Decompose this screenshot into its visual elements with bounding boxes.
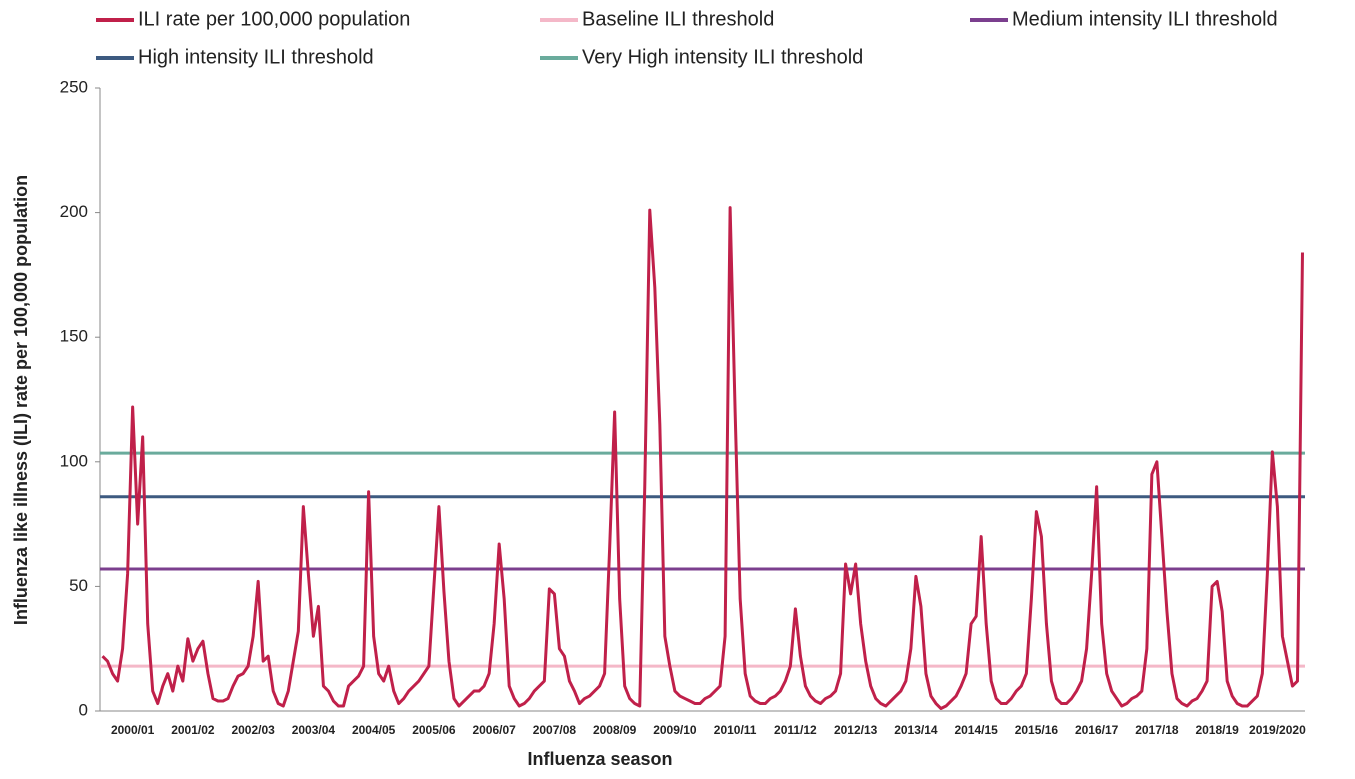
legend-label: High intensity ILI threshold	[138, 46, 374, 68]
legend-label: Very High intensity ILI threshold	[582, 46, 863, 68]
x-tick-label: 2014/15	[954, 723, 998, 737]
x-tick-label: 2017/18	[1135, 723, 1179, 737]
y-tick-label: 250	[60, 77, 88, 96]
x-tick-label: 2018/19	[1195, 723, 1239, 737]
legend-label: Baseline ILI threshold	[582, 8, 774, 30]
y-tick-label: 50	[69, 576, 88, 595]
x-tick-label: 2010/11	[714, 723, 757, 737]
x-tick-label: 2009/10	[653, 723, 697, 737]
y-tick-label: 200	[60, 202, 88, 221]
x-tick-label: 2013/14	[894, 723, 938, 737]
series-line	[101, 206, 1304, 711]
x-tick-label: 2019/2020	[1249, 723, 1306, 737]
x-tick-label: 2005/06	[412, 723, 456, 737]
x-tick-label: 2008/09	[593, 723, 637, 737]
x-tick-label: 2006/07	[472, 723, 516, 737]
x-tick-label: 2003/04	[292, 723, 336, 737]
x-tick-label: 2011/12	[774, 723, 817, 737]
y-tick-label: 100	[60, 451, 88, 470]
legend-label: ILI rate per 100,000 population	[138, 8, 410, 30]
x-tick-label: 2016/17	[1075, 723, 1119, 737]
y-tick-label: 150	[60, 327, 88, 346]
x-tick-label: 2001/02	[171, 723, 215, 737]
y-tick-label: 0	[79, 700, 88, 719]
x-tick-label: 2000/01	[111, 723, 155, 737]
x-tick-label: 2002/03	[231, 723, 275, 737]
x-tick-label: 2012/13	[834, 723, 878, 737]
legend-label: Medium intensity ILI threshold	[1012, 8, 1278, 30]
x-axis-title: Influenza season	[527, 749, 672, 769]
x-tick-label: 2004/05	[352, 723, 396, 737]
x-tick-label: 2015/16	[1015, 723, 1059, 737]
y-axis-title: Influenza like illness (ILI) rate per 10…	[11, 175, 31, 625]
x-tick-label: 2007/08	[533, 723, 577, 737]
